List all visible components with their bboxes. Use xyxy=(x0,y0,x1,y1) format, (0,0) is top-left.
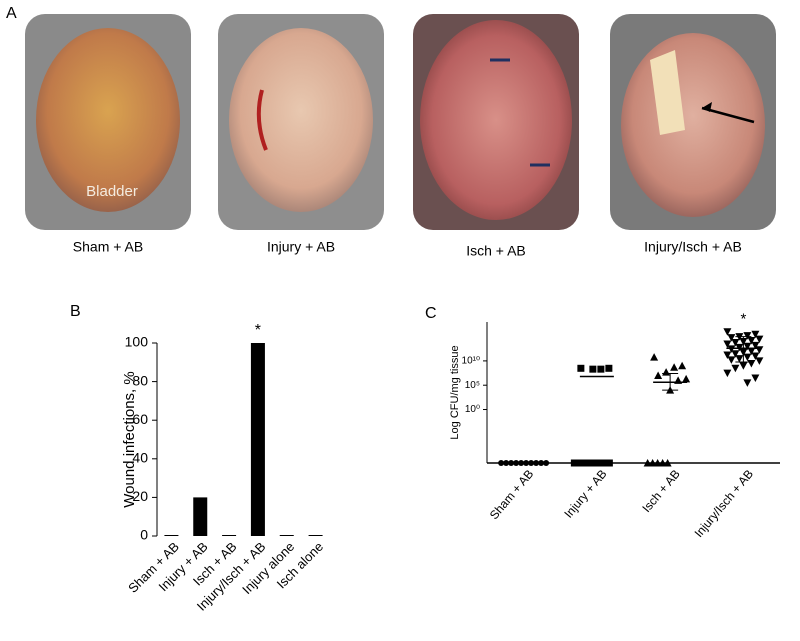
point xyxy=(743,332,752,340)
point xyxy=(600,459,608,467)
point xyxy=(543,460,550,466)
point xyxy=(747,347,756,356)
point xyxy=(513,460,520,466)
bar xyxy=(279,535,294,536)
y-tick-label: 10¹⁰ xyxy=(462,356,480,367)
point xyxy=(751,352,760,361)
panel-label: A xyxy=(6,5,17,22)
point xyxy=(503,460,510,466)
point xyxy=(518,460,525,466)
photo xyxy=(218,14,384,230)
point xyxy=(682,374,691,383)
point xyxy=(735,355,744,363)
point xyxy=(597,365,605,373)
photo-annotation: Bladder xyxy=(86,183,138,200)
point xyxy=(523,460,530,466)
bar xyxy=(193,497,208,536)
point xyxy=(663,459,672,467)
bar xyxy=(222,535,237,536)
point xyxy=(743,342,752,351)
y-tick-label: 40 xyxy=(132,450,148,466)
photo-caption: Sham + AB xyxy=(73,239,143,255)
y-tick-label: 20 xyxy=(132,488,148,504)
y-tick-label: 10⁵ xyxy=(465,380,480,391)
y-axis-label: Log CFU/mg tissue xyxy=(449,345,461,439)
point xyxy=(508,460,515,466)
point xyxy=(723,369,732,378)
point xyxy=(743,353,752,362)
photo xyxy=(610,14,776,230)
point xyxy=(731,339,740,347)
point xyxy=(755,335,764,344)
point xyxy=(498,460,505,466)
point xyxy=(755,357,764,365)
point xyxy=(731,364,740,373)
point xyxy=(605,459,613,467)
point xyxy=(575,459,583,467)
y-axis-label: Wound infections, % xyxy=(121,371,138,507)
y-tick-label: 10⁰ xyxy=(465,404,480,415)
point xyxy=(585,459,593,467)
point xyxy=(595,459,603,467)
panel-label: C xyxy=(425,305,437,322)
bar xyxy=(250,343,265,536)
point xyxy=(751,330,760,339)
point xyxy=(605,364,613,372)
point xyxy=(538,460,545,466)
bar xyxy=(164,535,179,536)
x-tick-label: Isch + AB xyxy=(639,467,683,515)
point xyxy=(654,371,663,379)
point xyxy=(739,362,748,370)
point xyxy=(589,365,597,373)
point xyxy=(751,341,760,350)
photo-caption: Injury/Isch + AB xyxy=(644,239,742,255)
point xyxy=(727,345,736,353)
x-tick-label: Injury + AB xyxy=(561,467,609,521)
panel-label: B xyxy=(70,303,81,320)
point xyxy=(670,363,679,371)
photo-caption: Isch + AB xyxy=(466,243,526,259)
bar xyxy=(308,535,323,536)
point xyxy=(678,361,687,370)
point xyxy=(650,353,659,361)
point xyxy=(590,459,598,467)
photo xyxy=(25,14,191,230)
y-tick-label: 0 xyxy=(140,527,148,543)
x-tick-label: Sham + AB xyxy=(487,467,537,522)
y-tick-label: 60 xyxy=(132,411,148,427)
point xyxy=(743,379,752,387)
photo xyxy=(413,14,579,230)
point xyxy=(731,350,740,358)
point xyxy=(747,336,756,345)
point xyxy=(747,359,756,368)
point xyxy=(723,340,732,348)
point xyxy=(533,460,540,466)
point xyxy=(723,328,732,336)
photo-caption: Injury + AB xyxy=(267,239,335,255)
point xyxy=(727,356,736,364)
point xyxy=(727,334,736,342)
point xyxy=(580,459,588,467)
point xyxy=(751,374,760,383)
y-tick-label: 100 xyxy=(125,334,149,350)
point xyxy=(723,351,732,360)
significance-mark: * xyxy=(740,311,746,328)
x-tick-label: Injury/Isch + AB xyxy=(692,467,757,540)
point xyxy=(528,460,535,466)
point xyxy=(570,459,578,467)
significance-mark: * xyxy=(255,322,261,339)
point xyxy=(577,364,585,372)
point xyxy=(662,368,671,376)
y-tick-label: 80 xyxy=(132,372,148,388)
